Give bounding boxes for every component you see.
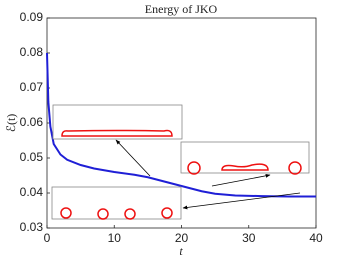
line (46, 52, 316, 198)
x-tick-label: 10 (108, 231, 122, 245)
inset-shape (221, 163, 269, 171)
y-tick-label: 0.05 (20, 150, 44, 164)
chart-title: Energy of JKO (145, 2, 218, 16)
x-tick-label: 0 (44, 231, 51, 245)
inset-shape (288, 161, 302, 175)
arrow (211, 173, 271, 187)
y-tick-label: 0.08 (20, 45, 44, 59)
arrow (182, 192, 301, 210)
y-tick-label: 0.06 (20, 115, 44, 129)
x-tick-label: 30 (242, 231, 256, 245)
y-axis-label: ℰ(t) (4, 114, 18, 133)
x-tick-label: 20 (175, 231, 189, 245)
x-tick-label: 40 (309, 231, 323, 245)
y-tick-label: 0.04 (20, 185, 44, 199)
y-tick-label: 0.07 (20, 80, 44, 94)
inset-box (52, 104, 183, 140)
x-axis-label: t (179, 244, 183, 258)
arrow (115, 139, 151, 177)
inset-shape (60, 207, 72, 219)
marks: 0 10 20 30 40 0.03 0.04 0.05 0.06 0.07 0.08 0.09 (20, 10, 323, 245)
inset-shape (161, 207, 173, 219)
y-tick-label: 0.09 (20, 10, 44, 24)
inset-shape (124, 208, 136, 220)
inset-shape (61, 129, 173, 137)
inset-box (180, 141, 310, 174)
insets (51, 104, 310, 220)
inset-shape (187, 161, 201, 175)
inset-shape (97, 208, 109, 220)
y-tick-label: 0.03 (20, 220, 44, 234)
inset-box (51, 186, 182, 220)
